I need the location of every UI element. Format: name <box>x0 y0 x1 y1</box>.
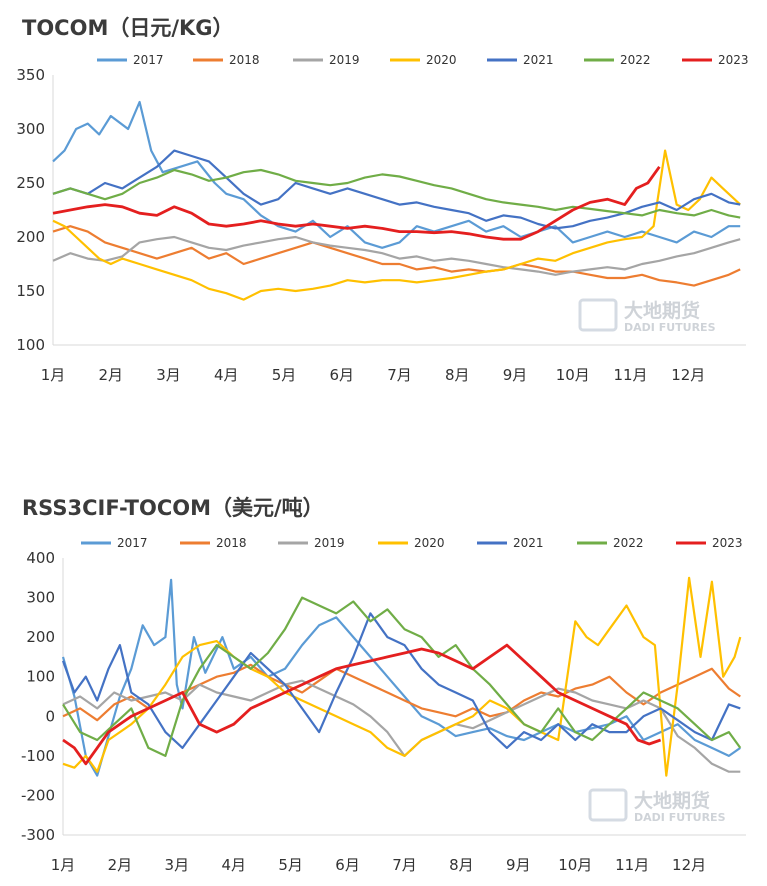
legend-item-2023: 2023 <box>682 53 749 67</box>
y-tick-label: 250 <box>16 174 45 192</box>
x-tick-label: 7月 <box>387 366 412 384</box>
x-tick-label: 1月 <box>41 366 66 384</box>
x-tick-label: 10月 <box>558 856 592 874</box>
series-line-2021 <box>52 149 741 230</box>
legend-label: 2018 <box>229 53 260 67</box>
legend-label: 2020 <box>426 53 457 67</box>
watermark-logo-icon <box>588 788 628 822</box>
legend-item-2018: 2018 <box>180 536 247 550</box>
legend-label: 2018 <box>216 536 247 550</box>
x-tick-label: 7月 <box>392 856 417 874</box>
series-line-2017 <box>61 578 741 777</box>
y-tick-label: -300 <box>21 826 55 844</box>
series-line-2022 <box>62 596 742 758</box>
y-tick-label: 100 <box>26 668 55 686</box>
legend-item-2022: 2022 <box>584 53 651 67</box>
watermark-logo-icon <box>578 298 618 332</box>
legend-item-2020: 2020 <box>390 53 457 67</box>
y-tick-label: -200 <box>21 786 55 804</box>
legend-item-2017: 2017 <box>97 53 164 67</box>
x-tick-label: 5月 <box>278 856 303 874</box>
watermark-text-en: DADI FUTURES <box>624 321 716 334</box>
y-tick-label: 0 <box>45 707 55 725</box>
series-line-2023 <box>62 643 662 766</box>
legend-item-2022: 2022 <box>577 536 644 550</box>
x-tick-label: 12月 <box>672 856 706 874</box>
legend-item-2023: 2023 <box>676 536 743 550</box>
x-tick-label: 9月 <box>506 856 531 874</box>
y-tick-label: 350 <box>16 66 45 84</box>
x-tick-label: 9月 <box>503 366 528 384</box>
legend-label: 2021 <box>513 536 544 550</box>
legend-label: 2021 <box>523 53 554 67</box>
legend-label: 2022 <box>613 536 644 550</box>
y-tick-label: 200 <box>26 628 55 646</box>
y-tick-label: -100 <box>21 747 55 765</box>
x-tick-label: 8月 <box>445 366 470 384</box>
legend-label: 2017 <box>133 53 164 67</box>
series-line-2017 <box>52 100 741 249</box>
x-tick-label: 3月 <box>156 366 181 384</box>
y-tick-label: 300 <box>16 120 45 138</box>
x-tick-label: 6月 <box>329 366 354 384</box>
x-tick-label: 11月 <box>613 366 647 384</box>
y-tick-label: 150 <box>16 282 45 300</box>
x-tick-label: 11月 <box>615 856 649 874</box>
series-line-2021 <box>61 612 741 750</box>
series-line-2023 <box>52 165 661 241</box>
legend-label: 2023 <box>712 536 743 550</box>
series-line-2022 <box>52 168 741 219</box>
y-tick-label: 100 <box>16 336 45 354</box>
legend-label: 2019 <box>314 536 345 550</box>
x-tick-label: 10月 <box>556 366 590 384</box>
x-tick-label: 5月 <box>272 366 297 384</box>
legend-item-2021: 2021 <box>477 536 544 550</box>
series-line-2020 <box>52 149 741 301</box>
x-tick-label: 2月 <box>108 856 133 874</box>
series-line-2019 <box>52 235 741 276</box>
x-tick-label: 6月 <box>335 856 360 874</box>
x-tick-label: 3月 <box>165 856 190 874</box>
x-tick-label: 12月 <box>671 366 705 384</box>
legend-label: 2023 <box>718 53 749 67</box>
chart-title-tocom: TOCOM（日元/KG） <box>22 16 234 40</box>
y-tick-label: 400 <box>26 549 55 567</box>
legend-item-2019: 2019 <box>278 536 345 550</box>
legend-label: 2022 <box>620 53 651 67</box>
watermark-text-cn: 大地期货 <box>624 299 700 322</box>
series-line-2018 <box>52 225 741 287</box>
x-tick-label: 4月 <box>214 366 239 384</box>
chart-title-spread: RSS3CIF-TOCOM（美元/吨） <box>22 496 324 520</box>
legend-label: 2019 <box>329 53 360 67</box>
legend-item-2018: 2018 <box>193 53 260 67</box>
y-tick-label: 200 <box>16 228 45 246</box>
legend-item-2019: 2019 <box>293 53 360 67</box>
legend-item-2020: 2020 <box>378 536 445 550</box>
legend-label: 2017 <box>117 536 148 550</box>
x-tick-label: 8月 <box>449 856 474 874</box>
x-tick-label: 1月 <box>51 856 76 874</box>
legend-item-2017: 2017 <box>81 536 148 550</box>
legend-label: 2020 <box>414 536 445 550</box>
watermark-text-cn: 大地期货 <box>634 789 710 812</box>
x-tick-label: 4月 <box>221 856 246 874</box>
legend-item-2021: 2021 <box>487 53 554 67</box>
series-line-2020 <box>62 576 742 777</box>
x-tick-label: 2月 <box>98 366 123 384</box>
y-tick-label: 300 <box>26 589 55 607</box>
watermark-text-en: DADI FUTURES <box>634 811 726 824</box>
